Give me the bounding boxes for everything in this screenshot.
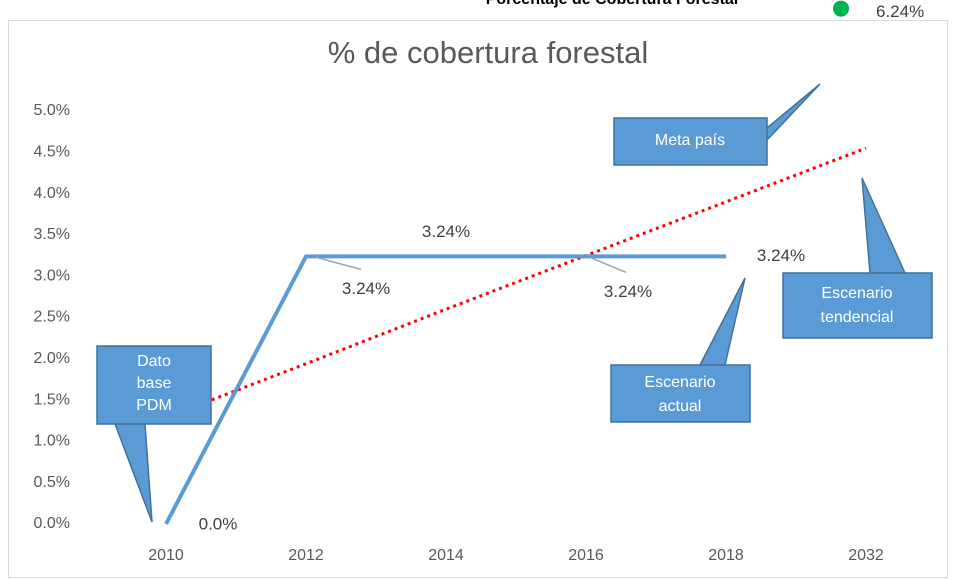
data-label: 3.24% bbox=[422, 222, 470, 241]
callouts bbox=[96, 83, 933, 523]
target-label: 6.24% bbox=[876, 2, 924, 21]
callout-text: Escenario tendencial bbox=[821, 285, 894, 326]
y-tick-label: 4.0% bbox=[34, 185, 70, 202]
x-tick-label: 2014 bbox=[428, 547, 464, 564]
callout-line: Escenario bbox=[821, 285, 892, 302]
callout-line: actual bbox=[659, 398, 702, 415]
x-tick-label: 2016 bbox=[568, 547, 604, 564]
callout-shape bbox=[96, 345, 212, 523]
chart-title: % de cobertura forestal bbox=[328, 35, 649, 70]
callout-shape bbox=[610, 277, 751, 423]
leader-line bbox=[589, 256, 627, 274]
callout-text: Meta país bbox=[655, 132, 725, 149]
callout-texts: Meta país Escenario tendencial Escenario a… bbox=[136, 132, 893, 415]
x-tick-label: 2032 bbox=[848, 547, 884, 564]
data-label: 3.24% bbox=[757, 246, 805, 265]
data-label: 3.24% bbox=[604, 282, 652, 301]
callout-shape bbox=[613, 83, 821, 166]
series-line bbox=[164, 254, 726, 525]
trend-line bbox=[165, 146, 867, 419]
callout-line: tendencial bbox=[821, 309, 894, 326]
y-tick-label: 2.0% bbox=[34, 350, 70, 367]
y-tick-label: 3.5% bbox=[34, 226, 70, 243]
y-tick-label: 1.0% bbox=[34, 433, 70, 450]
callout-line: PDM bbox=[136, 397, 172, 414]
y-tick-label: 5.0% bbox=[34, 102, 70, 119]
y-tick-label: 0.0% bbox=[34, 515, 70, 532]
y-tick-label: 3.0% bbox=[34, 267, 70, 284]
callout-text: Escenario actual bbox=[644, 374, 715, 415]
callout-line: Dato bbox=[137, 353, 171, 370]
callout-line: Meta país bbox=[655, 132, 725, 149]
y-tick-label: 1.5% bbox=[34, 391, 70, 408]
y-tick-label: 2.5% bbox=[34, 309, 70, 326]
y-tick-label: 0.5% bbox=[34, 474, 70, 491]
x-tick-label: 2010 bbox=[148, 547, 184, 564]
x-tick-label: 2018 bbox=[708, 547, 744, 564]
target-point bbox=[833, 0, 849, 17]
page-header: Porcentaje de Cobertura Forestal bbox=[486, 0, 739, 8]
y-tick-label: 4.5% bbox=[34, 144, 70, 161]
callout-shape bbox=[782, 177, 933, 339]
x-tick-label: 2012 bbox=[288, 547, 324, 564]
leader-line bbox=[315, 256, 362, 271]
callout-line: Escenario bbox=[644, 374, 715, 391]
data-label: 3.24% bbox=[342, 279, 390, 298]
callout-line: base bbox=[137, 375, 172, 392]
plot: 0.0% 0.5% 1.0% 1.5% 2.0% 2.5% 3.0% 3.5% 4.0% 4.5%… bbox=[34, 0, 924, 564]
data-label: 0.0% bbox=[199, 514, 238, 533]
callout-text: Dato base PDM bbox=[136, 353, 172, 414]
